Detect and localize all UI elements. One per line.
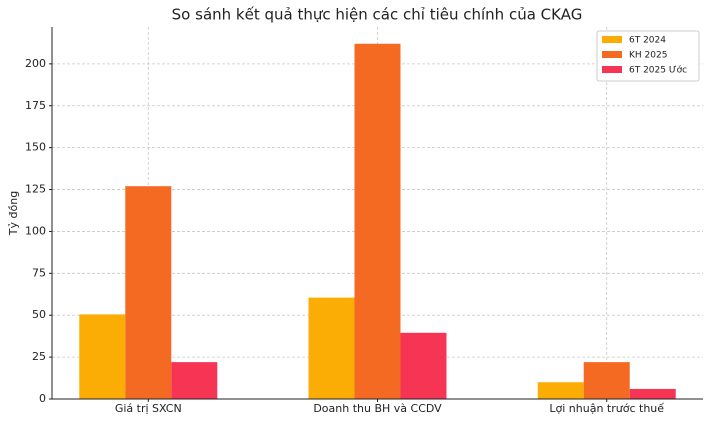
- y-tick-label: 150: [25, 141, 46, 154]
- y-tick-label: 125: [25, 183, 46, 196]
- y-tick-label: 50: [32, 308, 46, 321]
- legend-swatch: [602, 51, 622, 58]
- legend-box: [596, 30, 700, 82]
- x-tick-label: Doanh thu BH và CCDV: [313, 402, 442, 415]
- legend-label: 6T 2025 Ước: [629, 65, 687, 76]
- bar: [400, 332, 447, 399]
- legend-swatch: [602, 36, 622, 43]
- y-tick-label: 200: [25, 57, 46, 70]
- legend-swatch: [602, 66, 622, 73]
- bar: [79, 314, 126, 399]
- bar: [308, 297, 355, 399]
- bar: [629, 388, 676, 399]
- bar: [125, 186, 172, 399]
- bar: [354, 43, 401, 400]
- x-tick-label: Giá trị SXCN: [115, 402, 182, 415]
- y-tick-label: 75: [32, 266, 46, 279]
- bar: [537, 382, 584, 399]
- y-tick-label: 175: [25, 99, 46, 112]
- y-tick-label: 25: [32, 350, 46, 363]
- chart-title: So sánh kết quả thực hiện các chỉ tiêu c…: [172, 6, 583, 24]
- bar: [583, 362, 630, 399]
- y-tick-label: 100: [25, 224, 46, 237]
- legend-label: 6T 2024: [629, 36, 666, 46]
- y-tick-label: 0: [39, 392, 46, 405]
- legend-label: KH 2025: [629, 51, 667, 61]
- x-tick-label: Lợi nhuận trước thuế: [549, 402, 664, 415]
- y-axis-label: Tỷ đồng: [7, 191, 20, 236]
- bar: [171, 362, 218, 399]
